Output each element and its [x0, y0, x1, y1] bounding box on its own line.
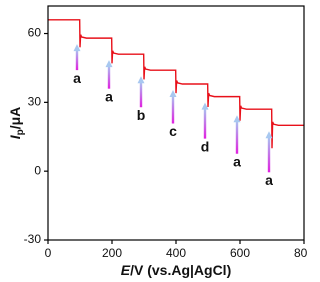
- annotation-label: d: [201, 138, 210, 154]
- y-tick-label: 0: [34, 163, 41, 177]
- annotation-arrow-head: [169, 90, 177, 97]
- y-tick-label: -30: [24, 232, 42, 246]
- plot-frame: [47, 5, 305, 241]
- x-tick-label: 0: [45, 246, 52, 260]
- x-tick-label: 800: [294, 246, 307, 260]
- annotation-label: a: [233, 153, 241, 169]
- annotation-label: a: [105, 88, 113, 104]
- y-label-symbol: I: [7, 134, 23, 139]
- annotation-arrow: [171, 95, 175, 124]
- annotation-arrow: [267, 136, 271, 173]
- x-axis-label: E/V (vs.Ag|AgCl): [121, 262, 232, 278]
- y-label-unit: /μA: [7, 107, 23, 130]
- annotation-arrow-head: [105, 60, 113, 68]
- x-tick-label: 400: [166, 246, 186, 260]
- annotation-label: a: [73, 70, 81, 86]
- annotation-arrow-head: [201, 102, 209, 110]
- data-line: [48, 19, 304, 149]
- annotation-arrow-head: [233, 115, 241, 123]
- x-label-unit: /V (vs.Ag|AgCl): [130, 262, 231, 278]
- y-tick-label: 60: [28, 26, 42, 40]
- y-label-subscript: p: [15, 129, 26, 135]
- y-axis-label: Ip/μA: [7, 107, 26, 140]
- annotation-label: c: [169, 123, 177, 139]
- annotation-arrow: [75, 49, 79, 71]
- annotation-arrow-head: [73, 44, 81, 52]
- annotation-arrow-head: [137, 76, 145, 84]
- annotation-arrow-head: [265, 131, 273, 139]
- annotation-arrow: [235, 120, 239, 154]
- x-tick-label: 200: [102, 246, 122, 260]
- x-label-symbol: E: [121, 262, 131, 278]
- y-tick-label: 30: [28, 95, 42, 109]
- annotation-label: a: [265, 172, 273, 188]
- annotation-label: b: [137, 107, 146, 123]
- annotation-arrow: [139, 81, 143, 108]
- annotation-arrow: [107, 65, 111, 89]
- x-tick-label: 600: [230, 246, 250, 260]
- annotation-arrow: [203, 107, 207, 139]
